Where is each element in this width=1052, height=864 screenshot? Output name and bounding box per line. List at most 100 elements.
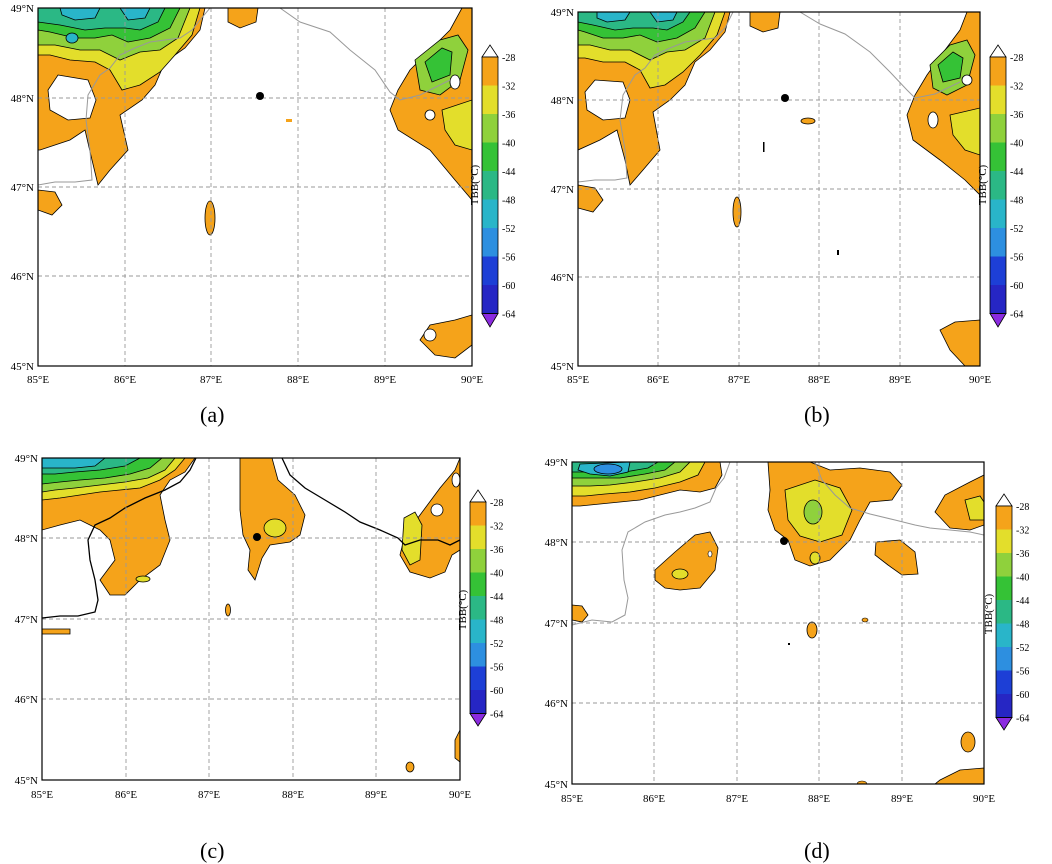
grid-lines (38, 8, 472, 366)
colorbar-tick: -28 (1016, 502, 1029, 513)
cloud-level-32 (401, 511, 423, 566)
colorbar-tick: -60 (502, 281, 515, 292)
colorbar-tick: -36 (1016, 549, 1029, 560)
lon-tick-labels: 85°E 86°E 87°E 88°E 89°E 90°E (27, 374, 483, 386)
cloud-level-48 (42, 458, 106, 469)
grid-lines (572, 462, 984, 784)
colorbar-tick: -36 (502, 110, 515, 121)
cloud-level-36 (803, 499, 823, 525)
colorbar-tick: -60 (1016, 690, 1029, 701)
lon-tick: 88°E (808, 374, 830, 386)
lon-tick: 87°E (200, 374, 222, 386)
lon-tick: 87°E (198, 789, 220, 801)
colorbar-title: TBB(°C) (977, 164, 989, 205)
lon-tick: 90°E (973, 793, 995, 805)
colorbar-tick: -56 (490, 663, 503, 674)
station-marker (253, 533, 261, 541)
lat-tick: 49°N (11, 3, 34, 15)
lon-tick: 86°E (643, 793, 665, 805)
colorbar-tick: -28 (1010, 53, 1023, 64)
lon-tick: 86°E (115, 789, 137, 801)
lon-tick: 89°E (365, 789, 387, 801)
colorbar: -28 -32 -36 -40 -44 -48 -52 -56 -60 -64 … (983, 493, 1029, 731)
colorbar-tick: -48 (502, 196, 515, 207)
clear-area (430, 503, 444, 517)
colorbar-tick: -52 (1010, 224, 1023, 235)
colorbar-tick: -64 (490, 710, 503, 721)
panel-label-d: (d) (804, 838, 830, 863)
colorbar-title: TBB(°C) (469, 164, 481, 205)
lon-tick: 85°E (567, 374, 589, 386)
lat-tick: 46°N (11, 271, 34, 283)
cloud-level-32 (949, 107, 980, 156)
cloud-region (286, 119, 292, 122)
cloud-region (960, 731, 976, 753)
cloud-region (939, 319, 980, 366)
data-artifact (763, 142, 765, 152)
clear-area (47, 74, 97, 121)
map-panel-a: 49°N 48°N 47°N 46°N 45°N 85°E 86°E 87°E … (11, 3, 516, 386)
lon-tick: 85°E (561, 793, 583, 805)
cloud-region (800, 117, 816, 125)
lat-tick: 46°N (15, 694, 38, 706)
contour-fill-c (42, 458, 460, 773)
map-frame (571, 461, 985, 785)
cloud-region (654, 531, 719, 591)
colorbar-tick: -44 (1016, 596, 1029, 607)
lon-tick: 87°E (726, 793, 748, 805)
country-border (578, 12, 961, 183)
cloud-level-48 (596, 12, 678, 23)
colorbar-tick: -56 (502, 253, 515, 264)
colorbar-tick: -36 (1010, 110, 1023, 121)
colorbar-tick: -52 (1016, 643, 1029, 654)
cloud-level-52 (593, 463, 623, 475)
lat-tick: 46°N (545, 698, 568, 710)
cloud-region (405, 761, 415, 773)
cloud-region (454, 729, 460, 763)
colorbar-tick: -40 (1010, 139, 1023, 150)
colorbar-tick: -48 (490, 616, 503, 627)
grid-lines (42, 458, 460, 780)
colorbar-tick: -28 (490, 498, 503, 509)
lat-tick: 48°N (11, 93, 34, 105)
colorbar-tick: -40 (1016, 573, 1029, 584)
colorbar-tick: -64 (1010, 310, 1023, 321)
colorbar-tick: -60 (1010, 281, 1023, 292)
colorbar: -28 -32 -36 -40 -44 -48 -52 -56 -60 -64 … (977, 44, 1023, 328)
cloud-region (204, 200, 216, 236)
lon-tick: 90°E (969, 374, 991, 386)
panel-label-b: (b) (804, 402, 830, 427)
colorbar: -28 -32 -36 -40 -44 -48 -52 -56 -60 -64 … (469, 44, 515, 328)
cloud-region (572, 604, 589, 623)
cloud-region (806, 621, 818, 639)
lon-tick: 90°E (449, 789, 471, 801)
lat-tick: 45°N (15, 775, 38, 787)
colorbar-tick: -40 (490, 569, 503, 580)
colorbar-tick: -60 (490, 686, 503, 697)
lat-tick: 47°N (15, 614, 38, 626)
colorbar-tick: -32 (502, 82, 515, 93)
clear-area (707, 550, 713, 558)
colorbar-tick: -48 (1016, 620, 1029, 631)
clear-area (927, 111, 939, 129)
lat-tick: 45°N (545, 779, 568, 791)
data-artifact (788, 643, 790, 645)
cloud-level-32 (135, 575, 151, 583)
cloud-region (856, 780, 868, 784)
cloud-level-36 (937, 51, 964, 83)
colorbar-tick: -44 (490, 592, 503, 603)
lon-tick: 88°E (282, 789, 304, 801)
clear-area (449, 74, 461, 90)
lon-tick: 89°E (889, 374, 911, 386)
lat-tick: 48°N (551, 95, 574, 107)
lon-tick: 86°E (114, 374, 136, 386)
colorbar-title: TBB(°C) (983, 593, 995, 634)
cloud-region (225, 603, 231, 617)
lat-tick: 46°N (551, 272, 574, 284)
colorbar-tick: -56 (1016, 667, 1029, 678)
colorbar-tick: -40 (502, 139, 515, 150)
contour-fill-a (38, 8, 472, 359)
colorbar-tick: -44 (1010, 167, 1023, 178)
cloud-region (42, 628, 71, 635)
cloud-region (38, 189, 63, 216)
